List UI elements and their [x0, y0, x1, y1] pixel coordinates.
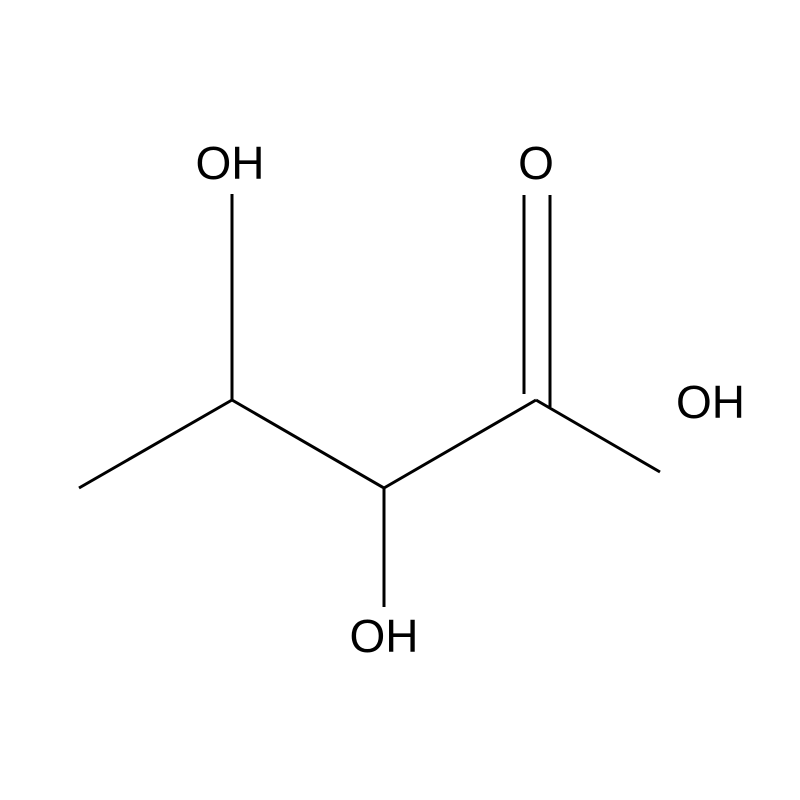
bond-c3-c2 [232, 400, 384, 488]
bond-ch3-c3 [79, 400, 232, 488]
bonds-group [79, 194, 660, 607]
chemical-structure-diagram: OH O OH OH [0, 0, 800, 800]
atom-label-oh-top-left: OH [196, 137, 265, 189]
atom-label-oh-right: OH [676, 376, 745, 428]
labels-group: OH O OH OH [196, 137, 746, 662]
atom-label-oh-bottom: OH [350, 610, 419, 662]
bond-c2-c1 [384, 400, 536, 488]
bond-c1-oh-right [536, 400, 660, 472]
atom-label-o-top-right: O [518, 137, 554, 189]
